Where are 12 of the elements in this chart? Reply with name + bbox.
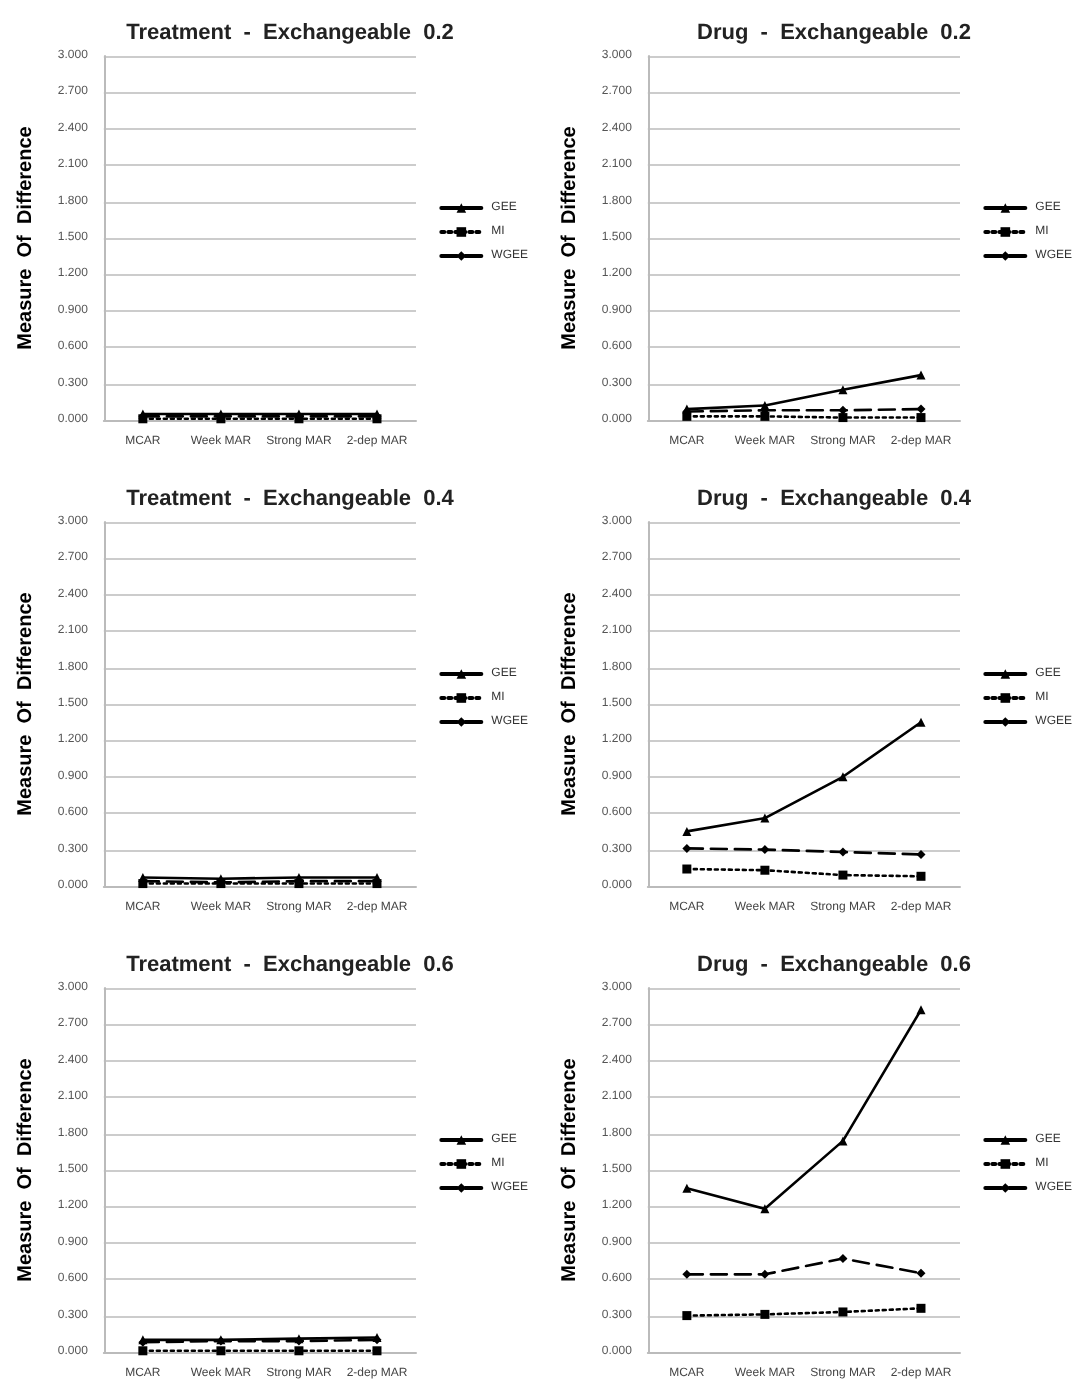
chart-title: Treatment - Exchangeable 0.2 <box>126 21 454 45</box>
chart-title: Drug - Exchangeable 0.4 <box>697 487 973 511</box>
y-axis-title: Measure Of Difference <box>559 591 581 816</box>
chart-title: Drug - Exchangeable 0.6 <box>697 953 971 977</box>
y-axis-title: Measure Of Difference <box>15 125 37 350</box>
chart-title: Drug - Exchangeable 0.2 <box>697 21 971 45</box>
y-axis-title: Measure Of Difference <box>15 1057 37 1282</box>
chart-title: Treatment - Exchangeable 0.6 <box>126 953 454 977</box>
y-axis-title: Measure Of Difference <box>559 125 581 350</box>
chart-title: Treatment - Exchangeable 0.4 <box>126 487 456 511</box>
y-axis-title: Measure Of Difference <box>559 1057 581 1282</box>
y-axis-title: Measure Of Difference <box>15 591 37 816</box>
